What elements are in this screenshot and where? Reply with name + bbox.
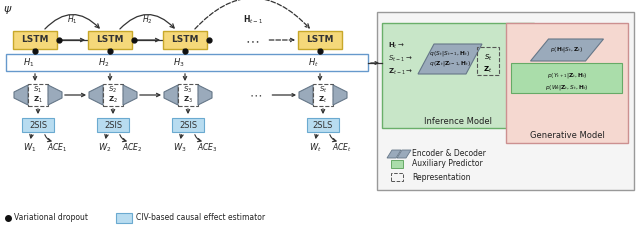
Text: $q\,(S_t|S_{t-1},\mathbf{H}_t)$: $q\,(S_t|S_{t-1},\mathbf{H}_t)$ <box>429 49 470 58</box>
Text: $H_1$: $H_1$ <box>67 14 78 26</box>
Text: $ACE_3$: $ACE_3$ <box>196 142 218 154</box>
Bar <box>382 23 534 128</box>
Bar <box>391 160 403 168</box>
Text: $p(W_t|\mathbf{Z}_t,S_t,\mathbf{H}_t)$: $p(W_t|\mathbf{Z}_t,S_t,\mathbf{H}_t)$ <box>545 83 589 93</box>
Bar <box>6 54 368 71</box>
Polygon shape <box>89 85 103 105</box>
Text: $ACE_1$: $ACE_1$ <box>47 142 67 154</box>
Bar <box>511 63 622 93</box>
Bar <box>172 118 204 132</box>
Text: $p(\mathbf{H}_t|S_t,\mathbf{Z}_t)$: $p(\mathbf{H}_t|S_t,\mathbf{Z}_t)$ <box>550 45 584 55</box>
Text: $\mathbf{H}_{t-1}$: $\mathbf{H}_{t-1}$ <box>243 14 262 26</box>
Bar <box>22 118 54 132</box>
Bar <box>28 84 48 106</box>
Text: Generative Model: Generative Model <box>529 131 604 140</box>
Text: $q\,(\mathbf{Z}_t|\mathbf{Z}_{t-1},\mathbf{H}_t)$: $q\,(\mathbf{Z}_t|\mathbf{Z}_{t-1},\math… <box>429 59 471 69</box>
Text: $ACE_2$: $ACE_2$ <box>122 142 142 154</box>
Bar <box>298 31 342 49</box>
Text: Auxiliary Predictor: Auxiliary Predictor <box>412 160 483 168</box>
Bar <box>391 173 403 181</box>
Text: $ACE_t$: $ACE_t$ <box>332 142 352 154</box>
Text: Variational dropout: Variational dropout <box>14 213 88 223</box>
Text: Inference Model: Inference Model <box>424 116 492 126</box>
Text: $S_t$: $S_t$ <box>319 85 327 95</box>
Text: $S_{t-1}\rightarrow$: $S_{t-1}\rightarrow$ <box>388 54 413 64</box>
Text: $S_2$: $S_2$ <box>108 85 118 95</box>
Text: $W_t$: $W_t$ <box>308 142 321 154</box>
FancyArrowPatch shape <box>195 0 309 29</box>
Bar <box>163 31 207 49</box>
FancyArrowPatch shape <box>45 14 99 29</box>
Text: 2SlS: 2SlS <box>104 120 122 130</box>
Text: $\mathbf{Z}_t$: $\mathbf{Z}_t$ <box>483 65 493 75</box>
Polygon shape <box>164 85 178 105</box>
Text: $p(Y_{t+1}|\mathbf{Z}_t,\mathbf{H}_t)$: $p(Y_{t+1}|\mathbf{Z}_t,\mathbf{H}_t)$ <box>547 72 588 80</box>
Polygon shape <box>333 85 347 105</box>
Text: $\mathbf{Z}_3$: $\mathbf{Z}_3$ <box>183 95 193 105</box>
Text: 2SlS: 2SlS <box>179 120 197 130</box>
Text: $H_1$: $H_1$ <box>23 57 35 69</box>
Text: $\psi$: $\psi$ <box>3 4 13 16</box>
Text: LSTM: LSTM <box>172 35 199 45</box>
Text: $H_2$: $H_2$ <box>142 14 153 26</box>
Text: $H_t$: $H_t$ <box>308 57 319 69</box>
Text: $S_3$: $S_3$ <box>184 85 193 95</box>
FancyArrowPatch shape <box>330 135 336 142</box>
Bar <box>477 47 499 75</box>
Text: $W_1$: $W_1$ <box>23 142 36 154</box>
Polygon shape <box>397 150 411 158</box>
Text: Representation: Representation <box>412 172 470 182</box>
Bar <box>13 31 57 49</box>
Text: LSTM: LSTM <box>96 35 124 45</box>
Bar <box>313 84 333 106</box>
Bar <box>103 84 123 106</box>
Polygon shape <box>387 150 401 158</box>
Polygon shape <box>48 85 62 105</box>
Text: $S_t$: $S_t$ <box>484 53 492 63</box>
Bar <box>506 23 628 143</box>
FancyArrowPatch shape <box>45 135 51 142</box>
Text: $\cdots$: $\cdots$ <box>245 33 260 47</box>
Text: $H_2$: $H_2$ <box>98 57 109 69</box>
Text: $S_1$: $S_1$ <box>33 85 42 95</box>
Text: $W_3$: $W_3$ <box>173 142 187 154</box>
Text: LSTM: LSTM <box>307 35 333 45</box>
Polygon shape <box>418 44 482 74</box>
Bar <box>178 84 198 106</box>
Text: $\mathbf{Z}_1$: $\mathbf{Z}_1$ <box>33 95 43 105</box>
Bar <box>377 12 634 190</box>
Text: $\mathbf{Z}_{t-1}\rightarrow$: $\mathbf{Z}_{t-1}\rightarrow$ <box>388 67 413 77</box>
Polygon shape <box>14 85 28 105</box>
Polygon shape <box>531 39 604 61</box>
Text: Encoder & Decoder: Encoder & Decoder <box>412 150 486 158</box>
Text: $W_2$: $W_2$ <box>99 142 112 154</box>
FancyArrowPatch shape <box>120 14 174 29</box>
FancyArrowPatch shape <box>195 135 201 142</box>
Text: $\mathbf{Z}_2$: $\mathbf{Z}_2$ <box>108 95 118 105</box>
FancyArrowPatch shape <box>120 135 126 142</box>
Bar <box>307 118 339 132</box>
Text: 2SLS: 2SLS <box>313 120 333 130</box>
Bar <box>88 31 132 49</box>
Polygon shape <box>299 85 313 105</box>
Bar <box>97 118 129 132</box>
Text: $\mathbf{H}_t\rightarrow$: $\mathbf{H}_t\rightarrow$ <box>388 41 405 51</box>
Text: CIV-based causal effect estimator: CIV-based causal effect estimator <box>136 213 265 223</box>
Polygon shape <box>198 85 212 105</box>
Polygon shape <box>123 85 137 105</box>
Text: 2SlS: 2SlS <box>29 120 47 130</box>
Text: $H_3$: $H_3$ <box>173 57 184 69</box>
Bar <box>116 213 132 223</box>
Text: $\mathbf{Z}_t$: $\mathbf{Z}_t$ <box>318 95 328 105</box>
Text: $\cdots$: $\cdots$ <box>249 89 262 102</box>
Text: LSTM: LSTM <box>21 35 49 45</box>
